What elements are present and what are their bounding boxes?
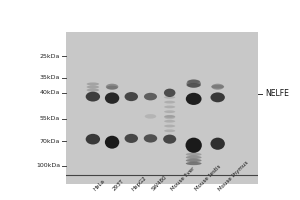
Ellipse shape <box>186 159 202 162</box>
Ellipse shape <box>164 129 175 132</box>
Ellipse shape <box>144 93 157 100</box>
Ellipse shape <box>145 114 156 119</box>
Ellipse shape <box>186 153 202 156</box>
Ellipse shape <box>186 156 202 159</box>
Text: 293T: 293T <box>112 179 125 192</box>
Ellipse shape <box>105 92 119 104</box>
Ellipse shape <box>105 136 119 149</box>
Ellipse shape <box>144 134 157 143</box>
Ellipse shape <box>124 134 138 143</box>
Text: 25kDa: 25kDa <box>40 54 60 59</box>
Ellipse shape <box>163 135 176 144</box>
Ellipse shape <box>185 138 202 153</box>
Ellipse shape <box>106 86 118 89</box>
Ellipse shape <box>164 120 175 123</box>
Text: 100kDa: 100kDa <box>36 163 60 168</box>
Ellipse shape <box>106 84 118 90</box>
Ellipse shape <box>187 79 200 83</box>
Ellipse shape <box>164 106 175 108</box>
Ellipse shape <box>86 92 100 102</box>
Text: Mouse testis: Mouse testis <box>194 164 221 192</box>
Ellipse shape <box>124 92 138 101</box>
Text: HepG2: HepG2 <box>131 175 148 192</box>
Text: 70kDa: 70kDa <box>40 139 60 144</box>
Ellipse shape <box>164 115 175 118</box>
Ellipse shape <box>186 93 202 105</box>
Text: 40kDa: 40kDa <box>40 90 60 95</box>
Text: Mouse thymus: Mouse thymus <box>218 160 250 192</box>
Ellipse shape <box>212 84 224 90</box>
Ellipse shape <box>164 125 175 127</box>
Ellipse shape <box>164 101 175 104</box>
Ellipse shape <box>86 134 100 144</box>
Ellipse shape <box>87 89 99 92</box>
Ellipse shape <box>164 110 175 113</box>
Text: 55kDa: 55kDa <box>40 116 60 121</box>
Ellipse shape <box>164 115 175 119</box>
Ellipse shape <box>164 89 176 97</box>
Ellipse shape <box>87 82 99 86</box>
Ellipse shape <box>187 79 201 88</box>
Ellipse shape <box>186 162 202 165</box>
Ellipse shape <box>211 85 224 89</box>
Ellipse shape <box>187 83 201 87</box>
Ellipse shape <box>211 138 225 150</box>
Ellipse shape <box>87 86 99 89</box>
Ellipse shape <box>211 92 225 102</box>
Text: NELFE: NELFE <box>266 89 290 98</box>
Text: 35kDa: 35kDa <box>40 75 60 80</box>
Text: Mouse liver: Mouse liver <box>170 166 195 192</box>
Ellipse shape <box>164 96 175 99</box>
Text: HeLa: HeLa <box>93 179 106 192</box>
Text: SW480: SW480 <box>151 175 168 192</box>
